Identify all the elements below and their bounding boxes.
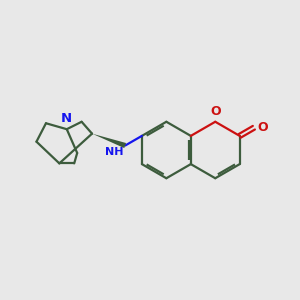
- Text: O: O: [210, 105, 220, 118]
- Polygon shape: [92, 134, 126, 148]
- Text: NH: NH: [105, 147, 124, 157]
- Text: N: N: [61, 112, 72, 125]
- Text: O: O: [257, 121, 268, 134]
